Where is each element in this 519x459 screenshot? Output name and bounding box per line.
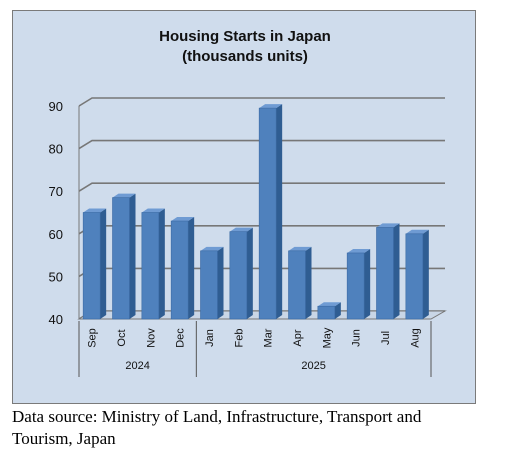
bar-top <box>405 229 429 234</box>
y-tick-label: 40 <box>49 312 63 327</box>
source-line-2: Tourism, Japan <box>12 429 116 448</box>
bar-feb <box>229 227 253 320</box>
source-line-1: Data source: Ministry of Land, Infrastru… <box>12 407 422 426</box>
source-note: Data source: Ministry of Land, Infrastru… <box>12 406 512 450</box>
x-tick-label: Jul <box>380 331 392 345</box>
bar-top <box>112 193 136 198</box>
bar-top <box>171 217 195 222</box>
x-axis-categories: Sep Oct Nov Dec Jan Feb Mar Apr May Jun Jul Aug <box>78 321 432 377</box>
bar-top <box>83 208 107 213</box>
bar-side <box>334 302 341 319</box>
chart-title: Housing Starts in Japan <box>159 28 331 45</box>
x-tick-label: Apr <box>292 329 304 346</box>
chart-subtitle: (thousands units) <box>182 48 308 65</box>
bar-top <box>376 223 400 228</box>
bar-aug <box>405 229 429 320</box>
bar-face <box>112 197 130 320</box>
bar-side <box>100 208 107 319</box>
x-tick-label: Mar <box>263 328 275 347</box>
bar-side <box>364 248 371 319</box>
bar-jul <box>376 223 400 320</box>
bar-apr <box>288 246 312 320</box>
chart-frame: Housing Starts in Japan (thousands units… <box>12 10 476 404</box>
x-tick-label: Aug <box>409 328 421 348</box>
x-tick-label: Oct <box>116 329 128 346</box>
bar-may <box>317 302 341 320</box>
bar-top <box>200 246 224 251</box>
bar-side <box>393 223 400 319</box>
x-tick-label: Jun <box>351 329 363 347</box>
bar-face <box>258 107 277 320</box>
bar-face <box>141 212 160 320</box>
bar-dec <box>170 217 195 320</box>
x-tick-label: Feb <box>233 329 245 348</box>
x-group-label: 2025 <box>301 360 325 372</box>
x-group-label: 2024 <box>125 360 149 372</box>
y-tick-label: 80 <box>49 142 63 157</box>
bar-top <box>347 248 371 253</box>
bar-top <box>317 302 341 307</box>
y-tick-label: 70 <box>49 184 63 199</box>
bar-jun <box>346 248 371 320</box>
bar-face <box>346 252 365 320</box>
bar-face <box>170 220 189 320</box>
bar-top <box>288 246 312 251</box>
bar-oct <box>112 193 136 320</box>
x-tick-label: Sep <box>87 328 99 348</box>
bar-top <box>141 208 165 213</box>
chart-svg: Housing Starts in Japan (thousands units… <box>49 28 447 377</box>
bar-side <box>422 229 429 319</box>
bar-side <box>246 227 253 319</box>
bar-face <box>405 233 424 320</box>
bar-side <box>276 104 283 319</box>
bar-side <box>129 193 136 319</box>
x-axis-groups: 2024 2025 <box>125 321 326 377</box>
y-tick-label: 60 <box>49 227 63 242</box>
bar-face <box>229 231 248 320</box>
gridline <box>78 139 445 150</box>
bar-mar <box>258 104 283 320</box>
bar-side <box>305 246 312 319</box>
bar-face <box>317 305 336 320</box>
bar-side <box>158 208 165 319</box>
bar-face <box>200 250 218 320</box>
bar-side <box>217 246 224 319</box>
bar-face <box>82 212 101 320</box>
bar-face <box>288 250 306 320</box>
bar-layer <box>82 104 429 320</box>
bar-face <box>376 227 394 320</box>
y-axis-ticks: 40 50 60 70 80 90 <box>49 99 63 327</box>
gridline <box>78 97 445 107</box>
y-tick-label: 50 <box>49 269 63 284</box>
bar-top <box>229 227 253 232</box>
x-tick-label: Dec <box>175 328 187 348</box>
x-tick-label: Nov <box>145 328 157 348</box>
y-tick-label: 90 <box>49 99 63 114</box>
x-tick-label: May <box>321 327 333 348</box>
bar-top <box>259 104 283 109</box>
gridline <box>78 182 445 192</box>
bar-nov <box>141 208 165 320</box>
bar-sep <box>82 208 107 320</box>
bar-side <box>188 217 195 319</box>
x-tick-label: Jan <box>204 329 216 347</box>
bar-jan <box>200 246 224 320</box>
